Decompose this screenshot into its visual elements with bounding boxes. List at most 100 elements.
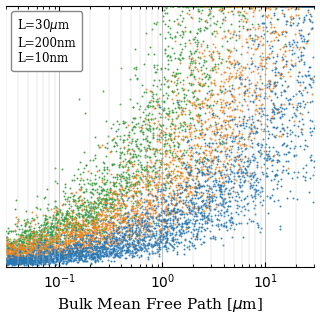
L=30$\mu$m (85, 177, 90, 182)
L=200nm (28, 247, 34, 252)
L=30$\mu$m (15, 236, 20, 242)
L=30$\mu$m (69, 228, 74, 233)
L=30$\mu$m (158, 162, 163, 167)
L=30$\mu$m (92, 204, 97, 210)
L=30$\mu$m (20, 253, 25, 258)
L=30$\mu$m (45, 201, 50, 206)
L=30$\mu$m (285, 3, 291, 8)
L=30$\mu$m (194, 44, 199, 49)
L=10nm (6, 261, 11, 266)
L=30$\mu$m (25, 250, 30, 255)
L=200nm (70, 238, 76, 244)
L=10nm (103, 239, 108, 244)
L=200nm (216, 3, 221, 8)
L=200nm (155, 102, 160, 107)
L=200nm (69, 230, 74, 235)
L=200nm (122, 215, 127, 220)
L=10nm (46, 248, 52, 253)
L=200nm (33, 256, 38, 261)
L=200nm (285, 3, 290, 8)
L=200nm (236, 158, 241, 163)
L=200nm (72, 243, 77, 248)
L=200nm (175, 20, 180, 25)
L=30$\mu$m (62, 184, 67, 189)
L=10nm (289, 3, 294, 8)
L=10nm (222, 110, 227, 115)
L=10nm (33, 258, 38, 263)
L=200nm (306, 9, 311, 14)
L=200nm (96, 227, 101, 232)
L=200nm (256, 42, 261, 47)
L=200nm (80, 219, 85, 224)
L=30$\mu$m (37, 229, 42, 234)
L=30$\mu$m (277, 3, 282, 8)
L=30$\mu$m (256, 3, 261, 8)
L=30$\mu$m (49, 218, 54, 223)
L=30$\mu$m (162, 98, 167, 103)
L=200nm (174, 140, 180, 145)
L=30$\mu$m (92, 177, 97, 182)
L=200nm (109, 241, 114, 246)
L=200nm (67, 250, 72, 255)
L=30$\mu$m (172, 34, 177, 39)
L=30$\mu$m (70, 210, 76, 215)
L=200nm (54, 245, 59, 250)
L=10nm (137, 247, 142, 252)
L=200nm (105, 219, 110, 224)
L=200nm (303, 3, 308, 8)
L=10nm (23, 259, 28, 264)
L=10nm (27, 259, 32, 264)
L=10nm (61, 255, 66, 260)
L=30$\mu$m (112, 180, 117, 186)
L=10nm (64, 256, 69, 261)
L=10nm (220, 197, 225, 203)
L=10nm (174, 216, 179, 221)
L=200nm (272, 3, 277, 8)
L=30$\mu$m (109, 162, 114, 167)
L=200nm (73, 218, 78, 223)
L=200nm (289, 3, 294, 8)
L=30$\mu$m (117, 101, 123, 106)
L=200nm (73, 241, 78, 246)
L=10nm (181, 212, 187, 217)
L=10nm (60, 255, 66, 260)
L=30$\mu$m (183, 3, 188, 8)
L=200nm (124, 203, 129, 208)
L=30$\mu$m (89, 235, 94, 240)
L=10nm (308, 175, 313, 180)
L=200nm (44, 247, 49, 252)
L=30$\mu$m (92, 182, 98, 187)
L=10nm (83, 245, 88, 250)
L=200nm (93, 225, 98, 230)
L=10nm (204, 164, 209, 170)
L=200nm (93, 230, 98, 235)
L=10nm (14, 258, 19, 263)
L=10nm (259, 113, 264, 118)
L=10nm (209, 223, 214, 228)
L=10nm (180, 223, 185, 228)
L=30$\mu$m (145, 180, 150, 185)
L=200nm (209, 124, 214, 129)
L=10nm (199, 160, 204, 165)
L=200nm (189, 189, 194, 194)
L=200nm (118, 224, 124, 229)
L=200nm (256, 8, 261, 13)
L=30$\mu$m (126, 177, 131, 182)
L=200nm (5, 251, 11, 256)
L=30$\mu$m (213, 3, 219, 8)
L=200nm (71, 246, 76, 251)
L=200nm (270, 3, 275, 8)
L=10nm (230, 219, 235, 224)
L=200nm (169, 196, 174, 201)
L=30$\mu$m (80, 178, 85, 183)
L=30$\mu$m (277, 3, 282, 8)
L=10nm (298, 126, 303, 132)
L=200nm (266, 3, 271, 8)
L=10nm (70, 250, 75, 255)
L=10nm (74, 243, 79, 248)
L=10nm (251, 130, 256, 135)
L=30$\mu$m (236, 28, 241, 34)
L=200nm (247, 143, 252, 148)
L=30$\mu$m (28, 250, 33, 255)
L=10nm (107, 251, 112, 256)
